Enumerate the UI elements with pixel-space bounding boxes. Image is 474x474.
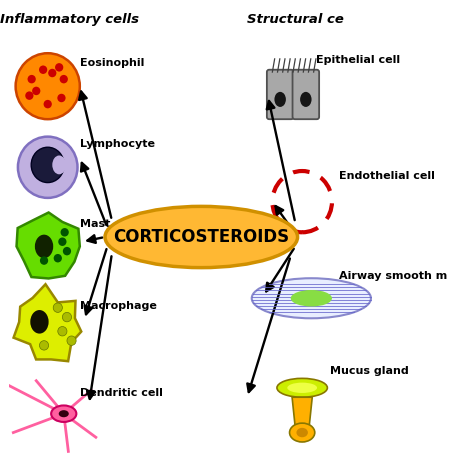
Ellipse shape bbox=[300, 92, 311, 107]
Ellipse shape bbox=[52, 155, 66, 174]
Text: Epithelial cell: Epithelial cell bbox=[316, 55, 400, 65]
Ellipse shape bbox=[35, 235, 53, 258]
Circle shape bbox=[61, 228, 69, 237]
Circle shape bbox=[32, 87, 40, 95]
Ellipse shape bbox=[105, 206, 298, 268]
Text: Lymphocyte: Lymphocyte bbox=[80, 139, 155, 149]
Text: Endothelial cell: Endothelial cell bbox=[339, 171, 435, 181]
Text: Dendritic cell: Dendritic cell bbox=[80, 388, 163, 398]
Circle shape bbox=[53, 303, 63, 312]
Circle shape bbox=[25, 91, 34, 100]
Text: Inflammatory cells: Inflammatory cells bbox=[0, 13, 138, 26]
Circle shape bbox=[67, 336, 76, 346]
Circle shape bbox=[63, 312, 72, 322]
Ellipse shape bbox=[287, 383, 317, 393]
Text: Mast cell: Mast cell bbox=[80, 219, 136, 229]
Circle shape bbox=[54, 254, 62, 263]
Circle shape bbox=[57, 94, 65, 102]
Text: Structural ce: Structural ce bbox=[247, 13, 344, 26]
Circle shape bbox=[60, 75, 68, 83]
Ellipse shape bbox=[30, 310, 49, 334]
Circle shape bbox=[39, 341, 49, 350]
Circle shape bbox=[58, 237, 66, 246]
Circle shape bbox=[48, 69, 56, 77]
Circle shape bbox=[39, 65, 47, 74]
Circle shape bbox=[16, 53, 80, 119]
Ellipse shape bbox=[274, 92, 286, 107]
Ellipse shape bbox=[291, 290, 332, 307]
Circle shape bbox=[63, 247, 71, 255]
Polygon shape bbox=[292, 397, 312, 428]
Text: Macrophage: Macrophage bbox=[80, 301, 157, 311]
Text: Mucus gland: Mucus gland bbox=[330, 366, 409, 376]
Text: CORTICOSTEROIDS: CORTICOSTEROIDS bbox=[113, 228, 289, 246]
Text: Airway smooth m: Airway smooth m bbox=[339, 271, 447, 281]
FancyBboxPatch shape bbox=[292, 70, 319, 119]
Text: Eosinophil: Eosinophil bbox=[80, 58, 144, 68]
PathPatch shape bbox=[14, 284, 81, 361]
Ellipse shape bbox=[290, 423, 315, 442]
Circle shape bbox=[55, 63, 64, 72]
Ellipse shape bbox=[252, 278, 371, 318]
Circle shape bbox=[18, 137, 78, 198]
Ellipse shape bbox=[31, 147, 64, 182]
Ellipse shape bbox=[51, 405, 76, 422]
Circle shape bbox=[27, 75, 36, 83]
Ellipse shape bbox=[296, 428, 308, 438]
Ellipse shape bbox=[59, 410, 69, 417]
Ellipse shape bbox=[277, 378, 328, 397]
Circle shape bbox=[58, 327, 67, 336]
Circle shape bbox=[44, 100, 52, 109]
FancyBboxPatch shape bbox=[267, 70, 293, 119]
Circle shape bbox=[40, 256, 48, 265]
PathPatch shape bbox=[17, 212, 80, 278]
